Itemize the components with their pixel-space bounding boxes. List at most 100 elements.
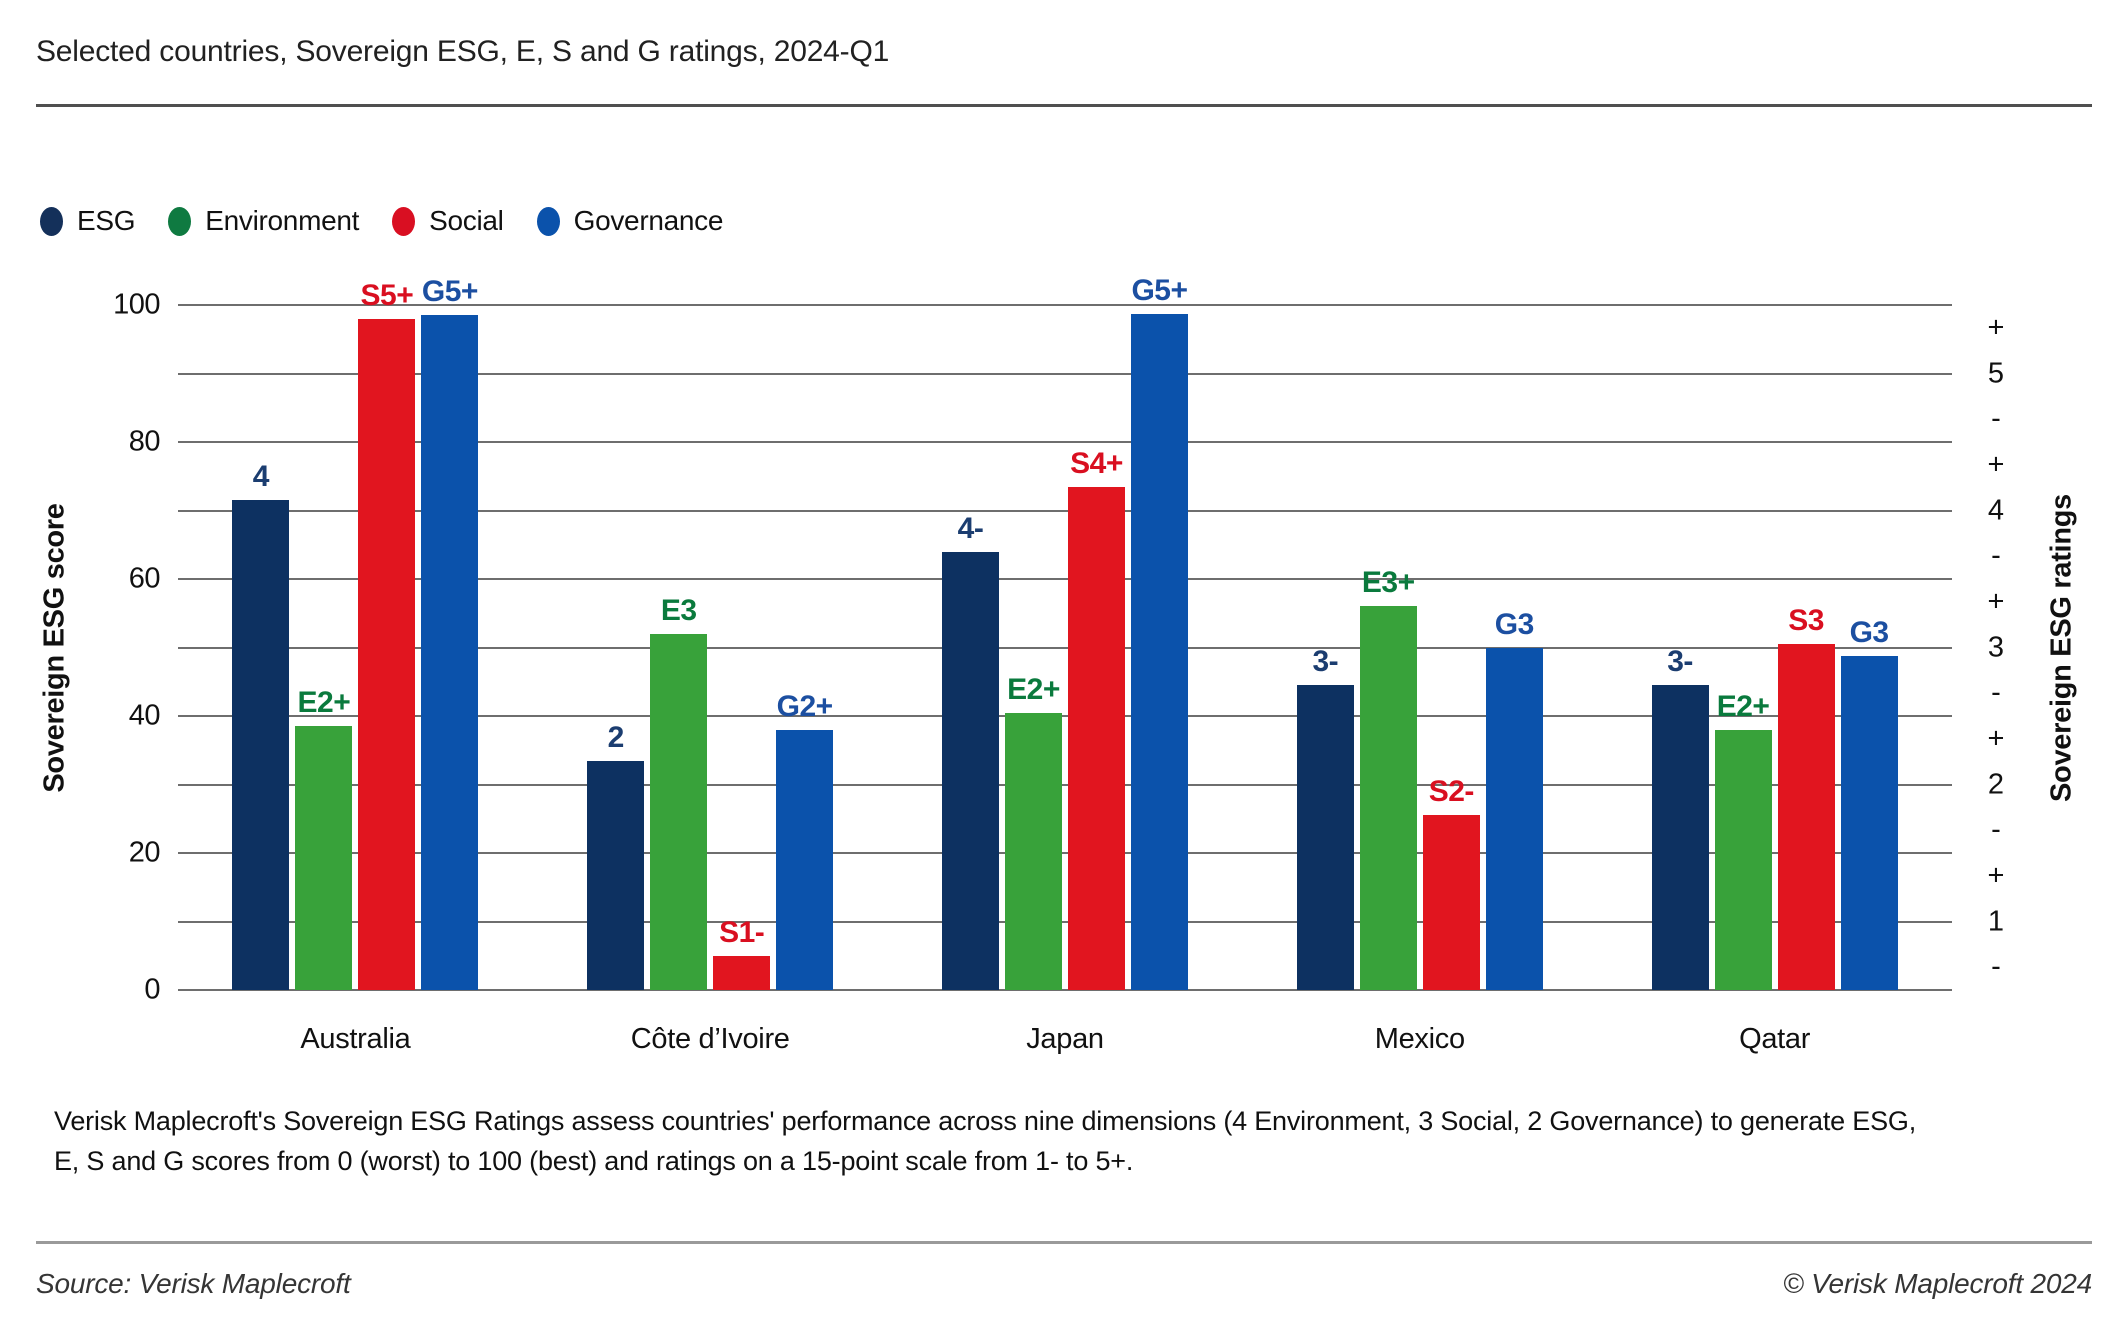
y-tick-0: 0 (144, 973, 160, 1006)
legend-item-environment: Environment (168, 205, 359, 237)
bar-governance-australia: G5+ (421, 275, 478, 990)
chart-title: Selected countries, Sovereign ESG, E, S … (36, 35, 890, 68)
governance-legend-dot-icon (536, 206, 560, 236)
bar-esg-qatar: 3- (1651, 645, 1709, 990)
rating-label-esg-qatar: 3- (1667, 645, 1693, 679)
rating-tick-8: - (1991, 676, 2001, 709)
rating-tick-13: 1 (1987, 905, 2005, 937)
legend-label: Environment (205, 205, 360, 236)
rating-label-esg-japan: 4- (957, 511, 984, 545)
bar-governance-cote-d-ivoire: G2+ (776, 690, 833, 990)
rating-label-social-cote-d-ivoire: S1- (719, 915, 765, 949)
y-tick-20: 20 (128, 836, 161, 869)
gridline-60 (178, 578, 1952, 580)
footer: Source: Verisk Maplecroft © Verisk Maple… (36, 1268, 2092, 1300)
bar-group-australia: 4 E2+ S5+ G5+ (178, 275, 533, 990)
rating-tick-12: + (1987, 859, 2005, 892)
chart-area: Sovereign ESG score 0 20 40 60 80 100 4 E2+ S5+… (36, 274, 2092, 1065)
rating-label-environment-cote-d-ivoire: E3 (660, 593, 697, 627)
bar-groups: 4 E2+ S5+ G5+ 2 E3 S1- G2+ 4- E2+ S4+ G5+ 3- E3+ S2- G3… (178, 274, 1952, 990)
legend-label: Governance (573, 205, 724, 236)
source-text: Source: Verisk Maplecroft (36, 1268, 351, 1299)
bar-social-cote-d-ivoire: S1- (713, 916, 771, 990)
rating-label-social-australia: S5+ (360, 278, 414, 312)
bar-environment-cote-d-ivoire: E3 (650, 594, 708, 990)
rating-tick-14: - (1991, 950, 2001, 983)
legend-label: Social (429, 205, 504, 236)
bar-environment-australia: E2+ (295, 686, 353, 990)
rating-tick-9: + (1987, 722, 2005, 755)
gridline-40 (178, 715, 1952, 717)
rating-tick-1: 5 (1987, 357, 2005, 389)
legend: ESG Environment Social Governance (40, 205, 2092, 237)
bar-social-japan: S4+ (1067, 447, 1125, 990)
category-label-mexico: Mexico (1374, 1023, 1465, 1055)
gridline-100 (178, 304, 1952, 306)
rating-label-governance-qatar: G3 (1849, 616, 1890, 650)
rating-label-environment-australia: E2+ (297, 686, 351, 720)
gridline-50 (178, 646, 1952, 649)
rating-label-social-mexico: S2- (1428, 775, 1475, 809)
bar-esg-cote-d-ivoire: 2 (587, 721, 645, 990)
y-tick-60: 60 (128, 562, 161, 595)
rating-tick-2: - (1991, 402, 2001, 435)
bar-governance-mexico: G3 (1485, 608, 1543, 990)
rating-label-environment-qatar: E2+ (1716, 689, 1770, 723)
copyright-text: © Verisk Maplecroft 2024 (1783, 1268, 2092, 1299)
y-tick-40: 40 (128, 699, 161, 732)
rating-tick-11: - (1991, 813, 2001, 846)
bar-social-qatar: S3 (1777, 604, 1835, 990)
rating-label-social-japan: S4+ (1070, 446, 1123, 480)
rating-tick-7: 3 (1987, 631, 2005, 663)
rating-label-governance-cote-d-ivoire: G2+ (776, 689, 834, 723)
bar-group-qatar: 3- E2+ S3 G3 (1597, 305, 1952, 990)
footnote-line-1: Verisk Maplecroft's Sovereign ESG Rating… (54, 1106, 1917, 1136)
rating-tick-4: 4 (1987, 494, 2005, 526)
rating-tick-0: + (1987, 311, 2005, 344)
esg-legend-dot-icon (40, 206, 63, 236)
rating-label-social-qatar: S3 (1788, 604, 1824, 638)
rating-label-governance-australia: G5+ (421, 275, 479, 309)
legend-item-governance: Governance (536, 205, 724, 237)
category-label-australia: Australia (300, 1023, 411, 1055)
rating-label-governance-mexico: G3 (1494, 607, 1535, 641)
rating-tick-10: 2 (1987, 768, 2005, 800)
footnote-line-2: E, S and G scores from 0 (worst) to 100 … (54, 1146, 1134, 1176)
rating-label-environment-mexico: E3+ (1361, 566, 1415, 600)
footnote: Verisk Maplecroft's Sovereign ESG Rating… (54, 1101, 2092, 1181)
category-axis-labels: Australia Côte d’Ivoire Japan Mexico Qatar (178, 1023, 1952, 1056)
bar-environment-qatar: E2+ (1714, 690, 1772, 990)
right-axis-title: Sovereign ESG ratings (2045, 494, 2078, 802)
footer-divider (36, 1241, 2092, 1244)
bar-group-cote-d-ivoire: 2 E3 S1- G2+ (533, 305, 888, 990)
y-tick-100: 100 (113, 288, 160, 321)
gridline-20 (178, 852, 1952, 854)
gridline-90 (178, 372, 1952, 375)
rating-tick-3: + (1987, 448, 2005, 481)
bar-esg-japan: 4- (941, 512, 999, 990)
gridline-30 (178, 783, 1952, 786)
gridline-10 (178, 920, 1952, 923)
bar-group-mexico: 3- E3+ S2- G3 (1242, 305, 1597, 990)
plot-area: 4 E2+ S5+ G5+ 2 E3 S1- G2+ 4- E2+ S4+ G5+ 3- E3+ S2- G3… (178, 274, 1952, 991)
gridline-70 (178, 509, 1952, 512)
bar-esg-mexico: 3- (1296, 645, 1354, 990)
bar-governance-japan: G5+ (1130, 274, 1188, 990)
bar-social-australia: S5+ (358, 279, 416, 990)
category-label-japan: Japan (1026, 1023, 1104, 1055)
legend-label: ESG (77, 205, 136, 236)
y-tick-80: 80 (128, 425, 161, 458)
title-divider (36, 104, 2092, 107)
bar-social-mexico: S2- (1422, 775, 1480, 990)
environment-legend-dot-icon (168, 206, 192, 236)
category-label-cote-d-ivoire: Côte d’Ivoire (630, 1023, 790, 1055)
rating-label-environment-japan: E2+ (1007, 672, 1060, 706)
left-axis-ticks: 0 20 40 60 80 100 (36, 289, 161, 1006)
rating-label-esg-australia: 4 (252, 460, 270, 494)
gridline-0 (178, 989, 1952, 991)
legend-item-esg: ESG (40, 205, 136, 237)
legend-item-social: Social (392, 205, 504, 237)
rating-tick-5: - (1991, 539, 2001, 572)
bar-group-japan: 4- E2+ S4+ G5+ (888, 274, 1243, 990)
